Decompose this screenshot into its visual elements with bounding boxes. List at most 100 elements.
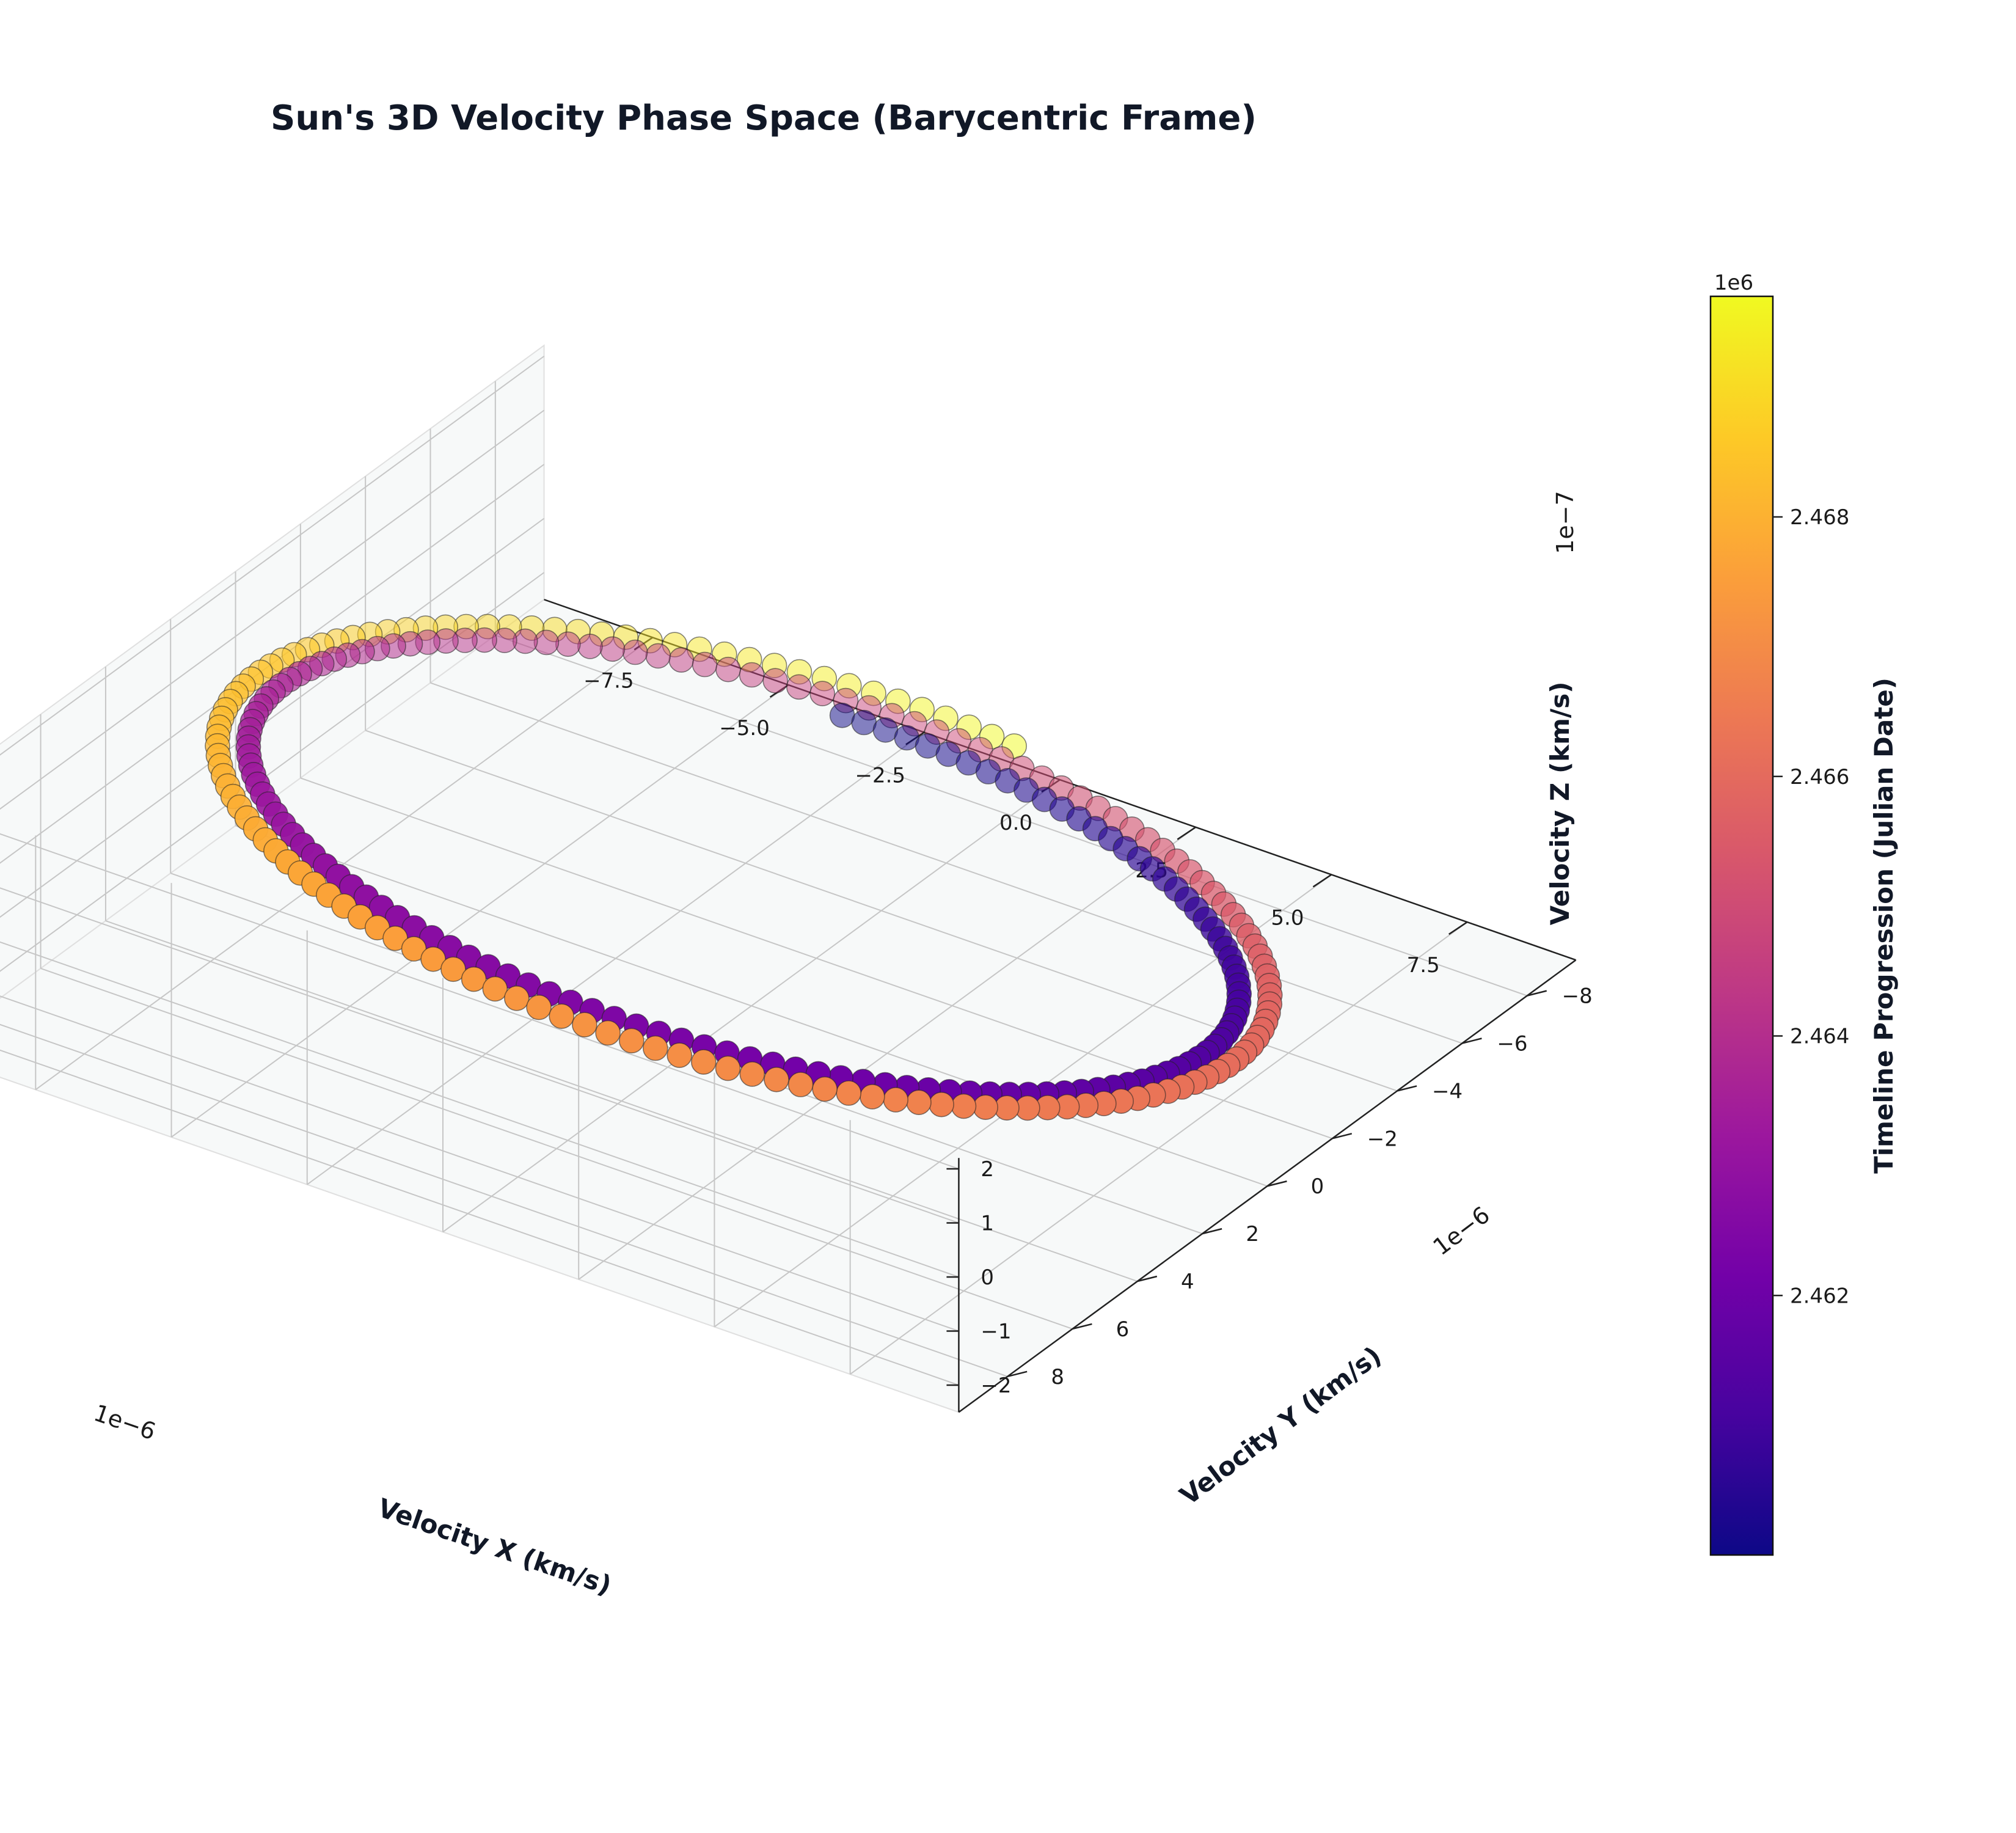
z-tick-label: −2 [981,1374,1011,1398]
y-tick-mark [1267,1180,1287,1187]
y-tick-label: −4 [1432,1079,1463,1103]
x-tick-mark [1312,874,1332,888]
y-tick-mark [1202,1227,1222,1235]
data-point [809,681,835,706]
data-point [622,639,648,665]
x-axis-offset: 1e−6 [90,1399,159,1445]
z-tick-label: 0 [981,1265,994,1290]
data-point [668,647,695,673]
data-point [692,651,718,678]
y-tick-label: 4 [1181,1270,1194,1294]
data-point [595,1020,621,1046]
data-point [851,709,877,736]
data-point [440,956,466,982]
data-point [906,1089,932,1115]
y-tick-mark [1397,1085,1417,1092]
colorbar-ticks: 2.462 2.464 2.466 2.468 [1773,505,1849,1308]
y-axis-offset: 1e−6 [1428,1201,1495,1260]
data-point [787,1072,814,1097]
scatter-points [205,613,1283,1121]
y-axis-label: Velocity Y (km/s) [1174,1341,1387,1511]
data-point [764,1067,789,1092]
data-point [577,634,603,659]
colorbar-tick-label: 2.462 [1790,1284,1849,1308]
data-point [762,668,788,693]
data-point [786,674,812,700]
y-tick-label: 2 [1246,1222,1259,1246]
colorbar-tick-label: 2.466 [1790,765,1849,789]
z-axis-label: Velocity Z (km/s) [1545,682,1575,926]
y-tick-label: 6 [1116,1317,1130,1342]
data-point [872,717,899,743]
colorbar-tick-label: 2.464 [1790,1025,1849,1049]
gridline-y-floor [430,682,1463,1044]
y-tick-mark [1462,1037,1482,1044]
gridline-y-floor [105,920,1138,1282]
data-point [420,946,446,972]
x-tick-label: −7.5 [583,668,634,693]
colorbar-gradient [1709,295,1774,1556]
gridline-z-back [0,1049,959,1386]
gridline-z-left [0,518,545,918]
y-tick-mark [1137,1275,1158,1282]
x-tick-label: 7.5 [1407,953,1440,978]
data-point [503,986,530,1011]
gridline-y-floor [0,1023,1008,1377]
gridline-z-back [0,995,959,1332]
data-point [829,703,855,728]
z-axis-offset: 1e−7 [1552,491,1579,554]
y-tick-mark [1007,1370,1028,1378]
x-tick-label: 5.0 [1271,906,1304,930]
gridline-z-back [0,833,959,1169]
y-tick-mark [1332,1133,1353,1140]
axis-panes [0,344,1577,1413]
data-point [883,1087,908,1113]
data-point [860,1084,885,1110]
data-point [526,994,552,1020]
data-point [812,1076,838,1102]
y-tick-label: 8 [1051,1365,1064,1389]
x-axis-label: Velocity X (km/s) [374,1493,615,1601]
z-tick-label: 2 [981,1157,994,1182]
colorbar-tick-label: 2.468 [1790,505,1849,530]
gridline-y-floor [40,968,1073,1330]
x-tick-mark [1448,921,1468,935]
y-tick-label: −2 [1367,1127,1398,1151]
data-point [929,1091,954,1118]
data-point [739,662,765,688]
gridline-z-left [0,356,545,756]
z-tick-label: −1 [981,1320,1011,1344]
x-tick-mark [1177,826,1196,840]
data-point [619,1028,645,1054]
colorbar-label: Timeline Progression (Julian Date) [1869,678,1899,1174]
gridline-y-floor [235,825,1268,1187]
data-point [599,636,626,662]
colorbar-offset: 1e6 [1714,271,1753,295]
chart-title: Sun's 3D Velocity Phase Space (Barycentr… [271,98,1257,138]
data-point [555,631,581,657]
gridline-y-floor [495,634,1528,997]
data-point [643,1035,668,1061]
data-point [836,1080,861,1106]
data-point [691,1049,717,1075]
data-point [739,1061,765,1087]
z-tick-label: 1 [981,1212,994,1236]
data-point [951,1093,977,1119]
data-point [572,1012,597,1037]
gridline-z-back [0,941,959,1278]
data-point [645,643,671,669]
x-tick-label: −2.5 [855,764,906,788]
y-tick-label: −8 [1562,984,1593,1009]
data-point [667,1042,692,1068]
y-tick-mark [1072,1323,1092,1330]
data-point [461,966,487,992]
y-tick-label: −6 [1497,1032,1527,1056]
data-point [715,656,741,682]
x-tick-label: 0.0 [999,811,1032,835]
gridline-z-left [0,409,545,810]
y-tick-label: 0 [1311,1174,1324,1199]
x-tick-label: −5.0 [719,716,770,741]
colorbar: 1e6 2.462 2.464 2.466 2.468 Timeline Progre… [1709,271,1899,1556]
data-point [973,1094,998,1120]
